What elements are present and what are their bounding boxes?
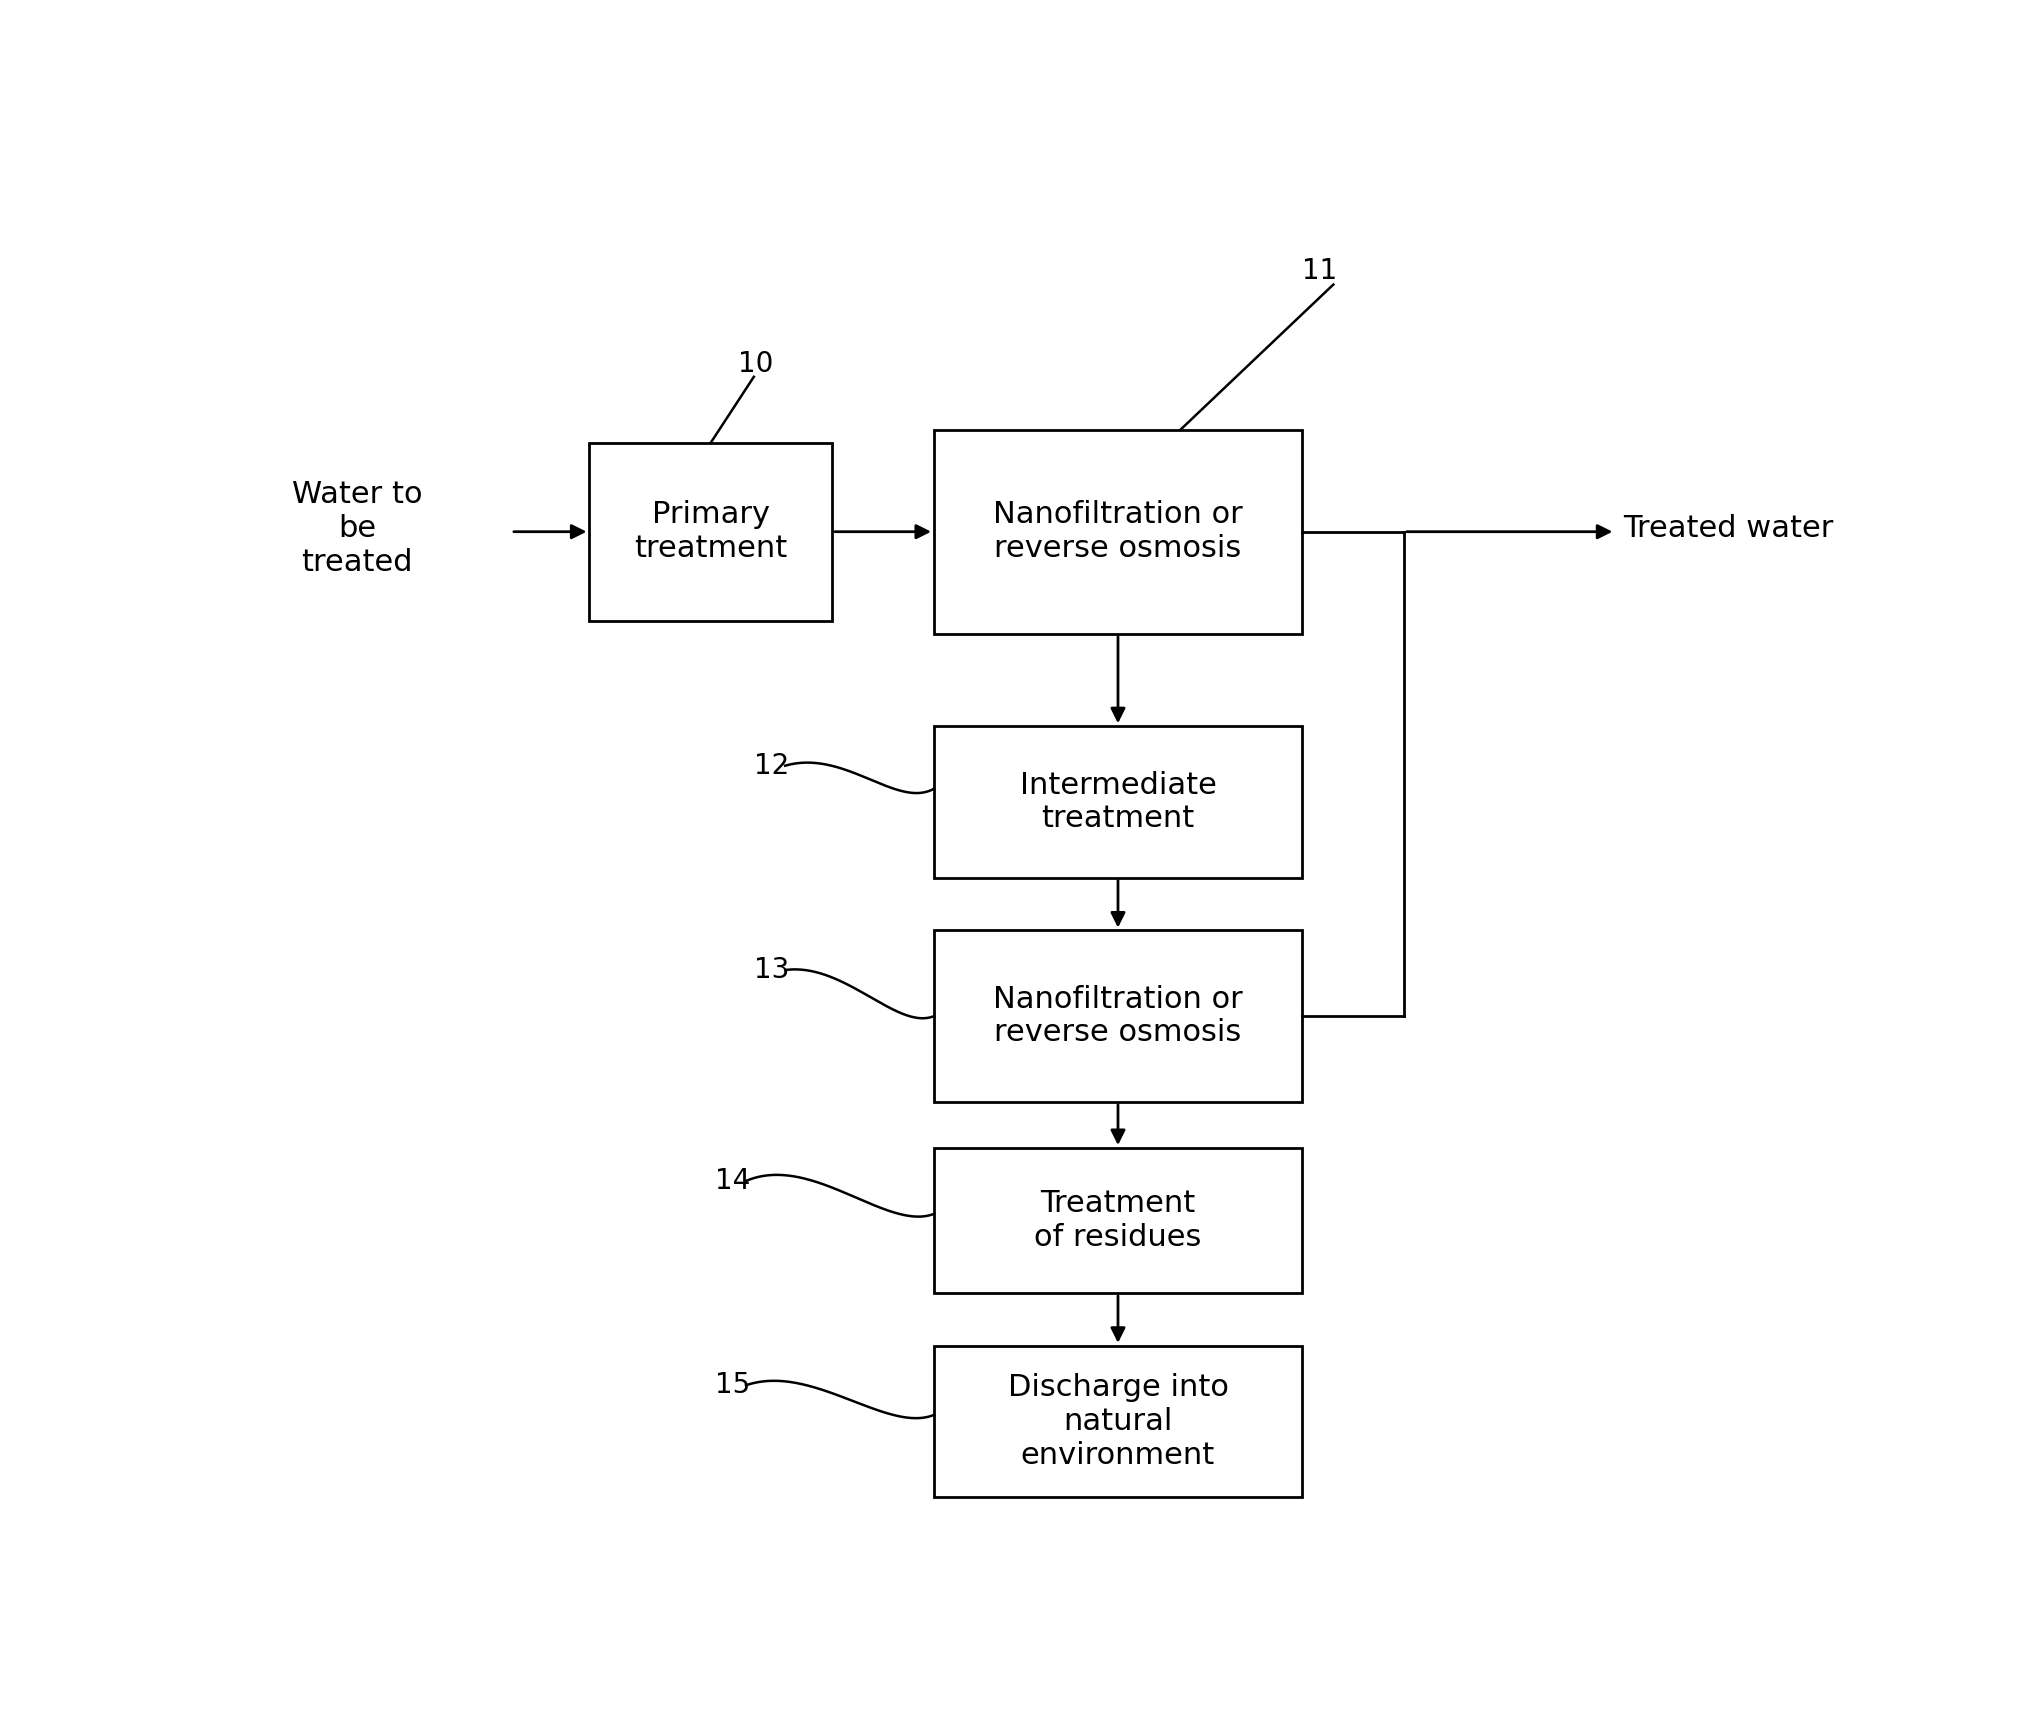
Text: Water to
be
treated: Water to be treated [291,481,422,577]
Bar [590,443,833,621]
Text: Discharge into
natural
environment: Discharge into natural environment [1008,1373,1229,1469]
Bar [934,931,1302,1103]
Text: 13: 13 [754,955,790,984]
Text: Treated water: Treated water [1623,514,1833,543]
Text: 11: 11 [1302,257,1338,286]
Bar [934,1346,1302,1498]
Text: Intermediate
treatment: Intermediate treatment [1019,770,1217,834]
Bar [934,726,1302,878]
Bar [934,430,1302,633]
Text: 14: 14 [715,1168,750,1195]
Text: Nanofiltration or
reverse osmosis: Nanofiltration or reverse osmosis [992,500,1243,563]
Text: 10: 10 [738,349,774,378]
Text: Nanofiltration or
reverse osmosis: Nanofiltration or reverse osmosis [992,984,1243,1048]
Text: Primary
treatment: Primary treatment [635,500,788,563]
Text: 12: 12 [754,752,788,779]
Text: Treatment
of residues: Treatment of residues [1035,1190,1202,1251]
Bar [934,1149,1302,1293]
Text: 15: 15 [715,1371,750,1399]
